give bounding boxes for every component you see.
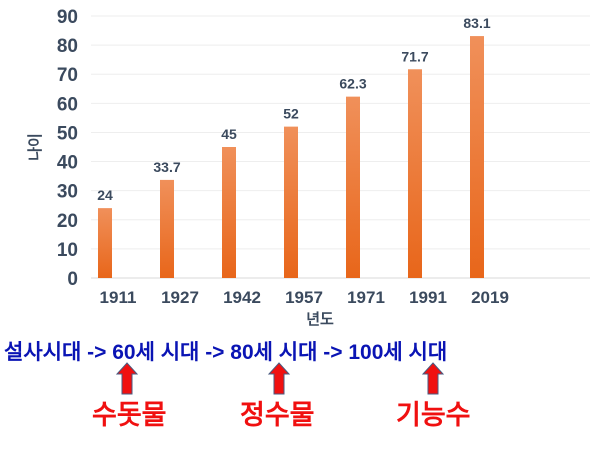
label-functional-water: 기능수 xyxy=(396,400,471,430)
label-tap-water: 수돗물 xyxy=(92,400,167,430)
label-purified-water: 정수물 xyxy=(240,400,315,430)
y-tick-label: 40 xyxy=(57,153,78,174)
bar-chart: 0 10 20 30 40 50 60 70 80 90 24 1911 33.7 1927 45 1942 5… xyxy=(27,7,590,328)
up-arrow-icon xyxy=(421,362,445,395)
bar xyxy=(222,147,236,278)
y-tick-label: 50 xyxy=(57,123,78,144)
bar xyxy=(160,179,174,278)
bar xyxy=(284,126,298,278)
y-tick-label: 0 xyxy=(67,269,78,290)
y-axis-label: 나이 xyxy=(27,133,44,161)
y-tick-label: 30 xyxy=(57,182,78,203)
y-tick-label: 70 xyxy=(57,65,78,86)
up-arrow-icon xyxy=(115,362,139,395)
y-tick-label: 10 xyxy=(57,240,78,261)
data-label: 52 xyxy=(283,106,299,122)
data-label: 45 xyxy=(221,126,237,142)
data-label: 24 xyxy=(97,187,113,203)
bar xyxy=(346,96,360,278)
y-tick-label: 60 xyxy=(57,94,78,115)
y-tick-label: 20 xyxy=(57,211,78,232)
data-label: 71.7 xyxy=(401,48,428,64)
x-tick-label: 1911 xyxy=(100,288,137,307)
bar xyxy=(98,208,112,278)
x-tick-label: 1942 xyxy=(223,288,261,307)
up-arrow-icon xyxy=(267,362,291,395)
x-tick-label: 1971 xyxy=(347,288,385,307)
era-annotation: 설사시대 -> 60세 시대 -> 80세 시대 -> 100세 시대 xyxy=(4,341,448,364)
y-tick-label: 80 xyxy=(57,36,78,57)
y-tick-label: 90 xyxy=(57,7,78,28)
bar xyxy=(470,36,484,278)
x-tick-label: 1957 xyxy=(285,288,323,307)
x-axis-label: 년도 xyxy=(306,311,334,328)
bar xyxy=(408,69,422,278)
data-label: 33.7 xyxy=(153,159,180,175)
data-label: 83.1 xyxy=(463,15,490,31)
x-tick-label: 2019 xyxy=(471,288,509,307)
x-tick-label: 1927 xyxy=(161,288,199,307)
x-tick-label: 1991 xyxy=(409,288,447,307)
data-label: 62.3 xyxy=(339,76,366,92)
